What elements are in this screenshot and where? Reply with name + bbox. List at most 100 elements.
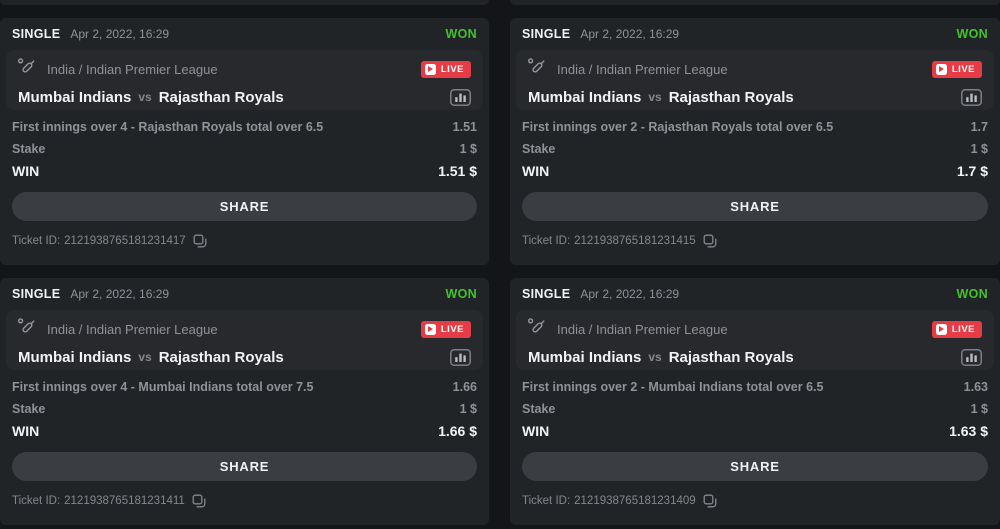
copy-icon[interactable] bbox=[703, 234, 717, 248]
home-team-name: Mumbai Indians bbox=[528, 88, 642, 106]
copy-icon[interactable] bbox=[703, 494, 717, 508]
ticket-row: Ticket ID: 2121938765181231409 bbox=[522, 494, 988, 508]
stake-label: Stake bbox=[12, 402, 46, 416]
ticket-id-value: 2121938765181231411 bbox=[64, 495, 185, 507]
status-badge: WON bbox=[956, 287, 988, 301]
bet-date: Apr 2, 2022, 16:29 bbox=[580, 287, 680, 301]
play-icon bbox=[424, 63, 436, 75]
away-team-name: Rajasthan Royals bbox=[668, 348, 794, 366]
home-team-name: Mumbai Indians bbox=[18, 348, 132, 366]
ticket-id-label: Ticket ID: bbox=[12, 235, 61, 247]
stake-row: Stake 1 $ bbox=[12, 398, 477, 420]
card-header: SINGLE Apr 2, 2022, 16:29 WON bbox=[12, 278, 477, 310]
bet-odds: 1.63 bbox=[963, 380, 988, 394]
ticket-row: Ticket ID: 2121938765181231411 bbox=[12, 494, 477, 508]
bet-date: Apr 2, 2022, 16:29 bbox=[580, 27, 680, 41]
stake-row: Stake 1 $ bbox=[12, 138, 477, 160]
win-label: WIN bbox=[522, 163, 550, 179]
bet-card: SINGLE Apr 2, 2022, 16:29 WON India / In… bbox=[0, 278, 489, 525]
bar-chart-icon[interactable] bbox=[961, 348, 982, 366]
status-badge: WON bbox=[445, 27, 477, 41]
bet-date: Apr 2, 2022, 16:29 bbox=[70, 27, 170, 41]
win-row: WIN 1.7 $ bbox=[522, 160, 988, 182]
home-team-name: Mumbai Indians bbox=[18, 88, 132, 106]
copy-icon[interactable] bbox=[193, 234, 207, 248]
share-button[interactable]: SHARE bbox=[522, 452, 988, 481]
bet-details: First innings over 4 - Mumbai Indians to… bbox=[12, 376, 477, 442]
bet-odds: 1.51 bbox=[452, 120, 477, 134]
ticket-id-value: 2121938765181231409 bbox=[574, 495, 696, 507]
cricket-bat-icon bbox=[16, 56, 38, 83]
away-team-name: Rajasthan Royals bbox=[158, 348, 284, 366]
live-badge[interactable]: LIVE bbox=[420, 320, 471, 338]
vs-label: vs bbox=[648, 350, 662, 364]
bar-chart-icon[interactable] bbox=[450, 348, 471, 366]
live-badge[interactable]: LIVE bbox=[420, 60, 471, 78]
stake-value: 1 $ bbox=[459, 142, 477, 156]
bet-selection-row: First innings over 4 - Mumbai Indians to… bbox=[12, 376, 477, 398]
share-button[interactable]: SHARE bbox=[12, 452, 477, 481]
stake-label: Stake bbox=[522, 402, 556, 416]
stake-value: 1 $ bbox=[459, 402, 477, 416]
cricket-bat-icon bbox=[526, 56, 548, 83]
bet-odds: 1.66 bbox=[452, 380, 477, 394]
bet-type-label: SINGLE bbox=[12, 287, 61, 301]
previous-card-edge bbox=[510, 0, 1000, 5]
live-badge[interactable]: LIVE bbox=[931, 320, 982, 338]
live-badge[interactable]: LIVE bbox=[931, 60, 982, 78]
ticket-id-label: Ticket ID: bbox=[522, 235, 571, 247]
bet-details: First innings over 2 - Mumbai Indians to… bbox=[522, 376, 988, 442]
ticket-id-value: 2121938765181231415 bbox=[574, 235, 696, 247]
ticket-id-label: Ticket ID: bbox=[522, 495, 571, 507]
status-badge: WON bbox=[956, 27, 988, 41]
league-breadcrumb: India / Indian Premier League bbox=[557, 61, 728, 77]
match-panel: India / Indian Premier League LIVE Mumba… bbox=[516, 50, 994, 110]
bet-odds: 1.7 bbox=[970, 120, 988, 134]
bet-selection-row: First innings over 2 - Mumbai Indians to… bbox=[522, 376, 988, 398]
status-badge: WON bbox=[445, 287, 477, 301]
bet-details: First innings over 2 - Rajasthan Royals … bbox=[522, 116, 988, 182]
bet-date: Apr 2, 2022, 16:29 bbox=[70, 287, 170, 301]
vs-label: vs bbox=[138, 350, 152, 364]
bar-chart-icon[interactable] bbox=[450, 88, 471, 106]
stake-label: Stake bbox=[12, 142, 46, 156]
bet-card: SINGLE Apr 2, 2022, 16:29 WON India / In… bbox=[510, 18, 1000, 265]
share-button[interactable]: SHARE bbox=[12, 192, 477, 221]
match-panel: India / Indian Premier League LIVE Mumba… bbox=[6, 310, 483, 370]
previous-row-edges bbox=[0, 0, 1000, 5]
bet-cards-grid: SINGLE Apr 2, 2022, 16:29 WON India / In… bbox=[0, 18, 1000, 525]
live-badge-label: LIVE bbox=[951, 63, 975, 75]
bet-selection-name: First innings over 2 - Mumbai Indians to… bbox=[522, 380, 824, 394]
bet-type-label: SINGLE bbox=[522, 287, 571, 301]
bet-card: SINGLE Apr 2, 2022, 16:29 WON India / In… bbox=[0, 18, 489, 265]
vs-label: vs bbox=[648, 90, 662, 104]
league-breadcrumb: India / Indian Premier League bbox=[47, 321, 218, 337]
stake-row: Stake 1 $ bbox=[522, 398, 988, 420]
win-row: WIN 1.51 $ bbox=[12, 160, 477, 182]
stake-value: 1 $ bbox=[970, 142, 988, 156]
win-value: 1.66 $ bbox=[438, 423, 477, 439]
win-value: 1.63 $ bbox=[949, 423, 988, 439]
bet-selection-name: First innings over 2 - Rajasthan Royals … bbox=[522, 120, 834, 134]
bar-chart-icon[interactable] bbox=[961, 88, 982, 106]
away-team-name: Rajasthan Royals bbox=[158, 88, 284, 106]
card-header: SINGLE Apr 2, 2022, 16:29 WON bbox=[522, 278, 988, 310]
league-breadcrumb: India / Indian Premier League bbox=[557, 321, 728, 337]
bet-details: First innings over 4 - Rajasthan Royals … bbox=[12, 116, 477, 182]
copy-icon[interactable] bbox=[192, 494, 206, 508]
stake-value: 1 $ bbox=[970, 402, 988, 416]
bet-type-label: SINGLE bbox=[522, 27, 571, 41]
ticket-id-value: 2121938765181231417 bbox=[64, 235, 186, 247]
ticket-row: Ticket ID: 2121938765181231417 bbox=[12, 234, 477, 248]
win-label: WIN bbox=[12, 163, 40, 179]
vs-label: vs bbox=[138, 90, 152, 104]
bet-selection-row: First innings over 2 - Rajasthan Royals … bbox=[522, 116, 988, 138]
cricket-bat-icon bbox=[526, 316, 548, 343]
win-label: WIN bbox=[522, 423, 550, 439]
away-team-name: Rajasthan Royals bbox=[668, 88, 794, 106]
cricket-bat-icon bbox=[16, 316, 38, 343]
card-header: SINGLE Apr 2, 2022, 16:29 WON bbox=[12, 18, 477, 50]
share-button[interactable]: SHARE bbox=[522, 192, 988, 221]
bet-selection-name: First innings over 4 - Mumbai Indians to… bbox=[12, 380, 314, 394]
